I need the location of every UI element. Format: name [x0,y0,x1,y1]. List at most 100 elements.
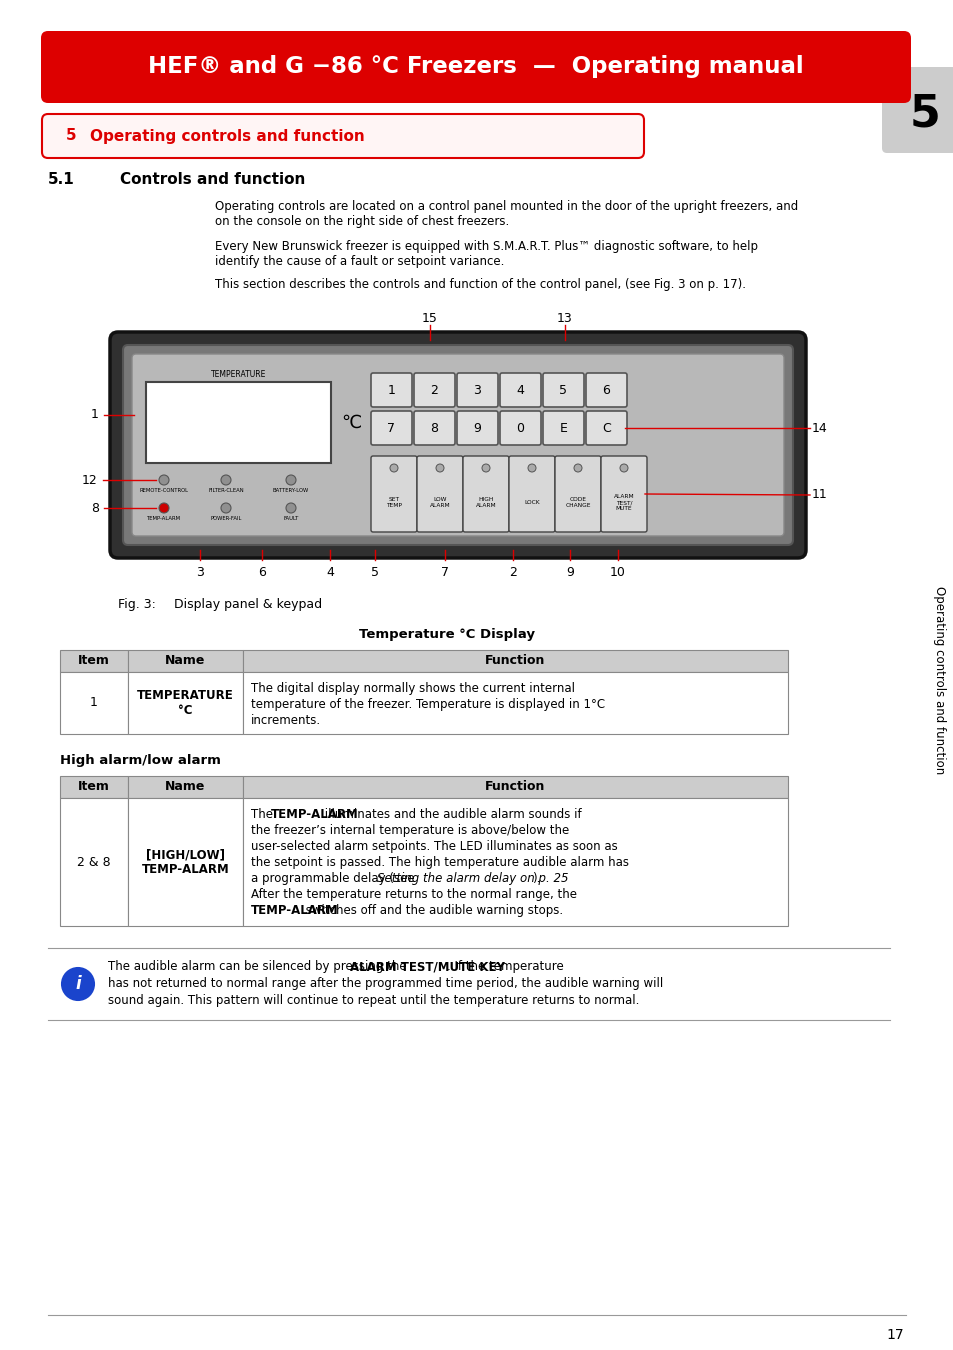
Text: Item: Item [78,780,110,794]
Text: After the temperature returns to the normal range, the: After the temperature returns to the nor… [251,888,577,900]
Text: 8: 8 [430,421,438,435]
Text: HIGH
ALARM: HIGH ALARM [476,497,496,508]
Text: temperature of the freezer. Temperature is displayed in 1°C: temperature of the freezer. Temperature … [251,698,604,711]
Text: ALARM
TEST/
MUTE: ALARM TEST/ MUTE [613,494,634,510]
Text: 2: 2 [509,566,517,579]
Text: 3: 3 [196,566,204,579]
Text: 6: 6 [602,383,610,397]
Text: Item: Item [78,655,110,667]
FancyBboxPatch shape [462,456,509,532]
Bar [243,776,787,798]
FancyBboxPatch shape [414,410,455,446]
Text: a programmable delay (see: a programmable delay (see [251,872,418,886]
Text: 1: 1 [387,383,395,397]
Bar [243,649,787,672]
Circle shape [62,968,94,1000]
Text: 2: 2 [430,383,438,397]
Bar [60,649,128,672]
Text: Function: Function [485,780,545,794]
Circle shape [286,475,295,485]
Text: ALARM TEST/MUTE KEY: ALARM TEST/MUTE KEY [350,960,505,973]
Text: user-selected alarm setpoints. The LED illuminates as soon as: user-selected alarm setpoints. The LED i… [251,840,618,853]
Text: Operating controls and function: Operating controls and function [90,128,364,143]
FancyBboxPatch shape [509,456,555,532]
Circle shape [481,464,490,472]
Text: Fig. 3:: Fig. 3: [118,598,155,612]
FancyBboxPatch shape [41,31,910,103]
FancyBboxPatch shape [499,373,540,406]
Text: Controls and function: Controls and function [120,171,305,188]
Text: 4: 4 [516,383,524,397]
Text: The: The [251,809,276,821]
Bar [60,798,128,926]
Text: The digital display normally shows the current internal: The digital display normally shows the c… [251,682,575,695]
Bar [243,672,787,734]
FancyBboxPatch shape [542,410,583,446]
Text: FILTER-CLEAN: FILTER-CLEAN [208,487,244,493]
Text: 10: 10 [609,566,625,579]
FancyBboxPatch shape [542,373,583,406]
Bar [128,672,243,734]
Text: E: E [559,421,567,435]
Text: Setting the alarm delay on p. 25: Setting the alarm delay on p. 25 [376,872,568,886]
Circle shape [159,504,169,513]
Text: TEMPERATURE
°C: TEMPERATURE °C [137,688,233,717]
Text: HEF® and G −86 °C Freezers  —  Operating manual: HEF® and G −86 °C Freezers — Operating m… [148,55,803,78]
Text: 8: 8 [91,501,99,514]
Text: 14: 14 [811,421,827,435]
Text: increments.: increments. [251,714,321,728]
Text: 4: 4 [326,566,334,579]
Bar [146,382,331,463]
Text: 9: 9 [473,421,481,435]
Text: This section describes the controls and function of the control panel, (see Fig.: This section describes the controls and … [214,278,745,292]
Text: Operating controls and function: Operating controls and function [933,586,945,774]
Circle shape [436,464,443,472]
Text: FAULT: FAULT [283,516,298,521]
Text: 15: 15 [421,312,437,324]
Text: 5: 5 [66,128,76,143]
Text: POWER-FAIL: POWER-FAIL [210,516,241,521]
FancyBboxPatch shape [585,373,626,406]
Text: High alarm/low alarm: High alarm/low alarm [60,755,221,767]
Text: i: i [75,975,81,994]
Text: Name: Name [165,780,206,794]
Bar [128,776,243,798]
Text: Display panel & keypad: Display panel & keypad [173,598,322,612]
Circle shape [286,504,295,513]
Text: 1: 1 [90,697,98,710]
FancyBboxPatch shape [882,68,953,153]
Text: 0: 0 [516,421,524,435]
Text: TEMPERATURE: TEMPERATURE [211,370,266,379]
FancyBboxPatch shape [42,113,643,158]
Text: Function: Function [485,655,545,667]
Circle shape [221,504,231,513]
Circle shape [619,464,627,472]
Text: Name: Name [165,655,206,667]
FancyBboxPatch shape [371,410,412,446]
Text: SET
TEMP: SET TEMP [386,497,401,508]
Text: 2 & 8: 2 & 8 [77,856,111,868]
Text: LOW
ALARM: LOW ALARM [429,497,450,508]
Text: the freezer’s internal temperature is above/below the: the freezer’s internal temperature is ab… [251,824,569,837]
FancyBboxPatch shape [110,332,805,558]
Text: illuminates and the audible alarm sounds if: illuminates and the audible alarm sounds… [321,809,581,821]
Text: 5: 5 [371,566,378,579]
Text: LOCK: LOCK [523,500,539,505]
Text: Operating controls are located on a control panel mounted in the door of the upr: Operating controls are located on a cont… [214,200,798,228]
FancyBboxPatch shape [456,373,497,406]
FancyBboxPatch shape [371,456,416,532]
Text: 7: 7 [440,566,449,579]
FancyBboxPatch shape [132,354,783,536]
Text: ).: ). [532,872,540,886]
Text: 5: 5 [908,93,940,135]
Text: BATTERY-LOW: BATTERY-LOW [273,487,309,493]
FancyBboxPatch shape [123,346,792,545]
Text: 11: 11 [811,489,827,501]
Text: 17: 17 [885,1328,902,1342]
Text: has not returned to normal range after the programmed time period, the audible w: has not returned to normal range after t… [108,977,662,990]
Text: TEMP-ALARM: TEMP-ALARM [147,516,181,521]
Text: 13: 13 [557,312,572,324]
Text: TEMP-ALARM: TEMP-ALARM [270,809,357,821]
Bar [243,798,787,926]
FancyBboxPatch shape [499,410,540,446]
